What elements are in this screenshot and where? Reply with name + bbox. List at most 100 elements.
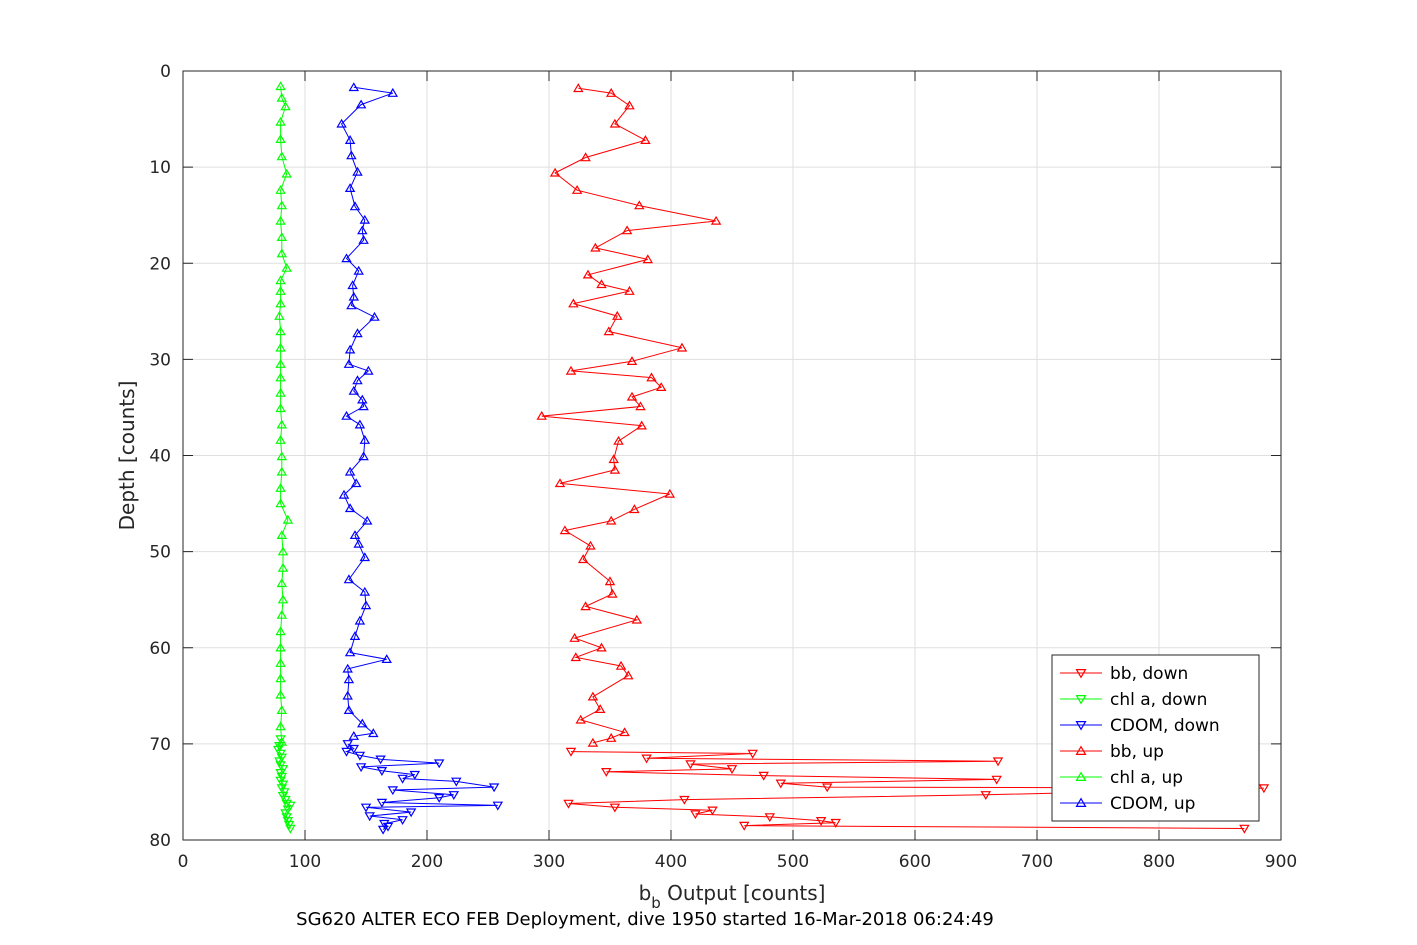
data-point-marker (635, 401, 646, 411)
x-axis-label-suffix: Output [counts] (661, 881, 826, 905)
data-point-marker (358, 451, 369, 461)
data-point-marker (344, 466, 356, 476)
data-point-marker (608, 454, 619, 464)
data-point-marker (348, 731, 360, 740)
data-point-marker (536, 410, 547, 420)
data-point-marker (980, 791, 992, 800)
data-point-marker (344, 183, 356, 192)
data-point-marker (352, 166, 363, 176)
data-point-marker (634, 200, 645, 210)
series-cdom-down (341, 740, 504, 835)
data-point-marker (276, 466, 288, 476)
legend-label: CDOM, down (1110, 716, 1220, 736)
data-point-marker (710, 215, 722, 225)
data-point-marker (1075, 771, 1087, 782)
data-point-marker (615, 660, 627, 670)
data-point-marker (629, 504, 640, 514)
data-point-marker (565, 747, 577, 757)
legend-item: CDOM, down (1060, 716, 1220, 736)
x-axis-ticks: 0 100 200 300 400 500 600 700 800 900 (178, 71, 1297, 872)
data-point-marker (357, 394, 368, 404)
data-point-marker (568, 298, 579, 308)
y-tick-label: 0 (160, 62, 171, 82)
data-point-marker (640, 135, 651, 144)
data-point-marker (342, 740, 353, 750)
data-point-marker (275, 689, 286, 699)
data-point-marker (348, 82, 360, 92)
data-point-marker (376, 798, 388, 808)
data-point-marker (275, 275, 286, 285)
legend-label: chl a, up (1110, 768, 1183, 788)
data-point-marker (379, 819, 390, 829)
data-point-marker (605, 732, 617, 742)
series-bb-down (563, 747, 1270, 834)
data-point-marker (587, 737, 599, 747)
data-point-marker (336, 118, 347, 128)
data-point-marker (559, 525, 571, 535)
data-point-marker (276, 530, 288, 540)
data-point-marker (571, 185, 583, 194)
data-point-marker (624, 285, 635, 295)
data-point-marker (341, 747, 352, 757)
data-point-marker (609, 118, 621, 128)
data-point-marker (342, 663, 353, 673)
data-point-marker (738, 821, 750, 831)
data-point-marker (363, 365, 374, 375)
data-point-marker (359, 214, 371, 224)
legend-item: CDOM, up (1060, 794, 1195, 814)
data-point-marker (275, 215, 286, 225)
data-point-marker (349, 201, 361, 211)
legend-label: bb, up (1110, 742, 1164, 762)
series-line (340, 86, 393, 737)
data-point-marker (642, 254, 654, 264)
series-line (568, 751, 1264, 829)
data-point-marker (604, 576, 616, 586)
x-tick-label: 400 (655, 852, 687, 872)
data-point-marker (707, 806, 718, 816)
legend-item: chl a, down (1060, 690, 1207, 710)
data-point-marker (764, 813, 776, 823)
data-point-marker (605, 515, 617, 525)
data-point-marker (747, 749, 758, 759)
data-point-marker (603, 326, 615, 336)
data-point-marker (605, 87, 617, 97)
data-point-marker (594, 704, 606, 714)
data-point-marker (382, 822, 394, 832)
data-point-marker (353, 538, 364, 548)
y-axis-ticks: 0 10 20 30 40 50 60 70 80 (149, 62, 1281, 851)
data-point-marker (609, 803, 621, 813)
series-line (541, 87, 717, 744)
x-tick-label: 300 (533, 852, 565, 872)
data-point-marker (376, 766, 388, 776)
data-point-marker (992, 757, 1004, 767)
data-point-marker (368, 728, 379, 738)
y-tick-label: 50 (149, 543, 171, 563)
data-point-marker (275, 185, 286, 194)
data-point-marker (276, 151, 288, 161)
data-point-marker (565, 365, 577, 375)
x-tick-label: 500 (777, 852, 809, 872)
legend-label: CDOM, up (1110, 794, 1195, 814)
data-point-marker (387, 87, 399, 97)
x-axis-label-subscript: b (651, 894, 661, 912)
data-point-marker (609, 464, 621, 474)
data-point-marker (451, 777, 462, 787)
data-point-marker (350, 478, 362, 488)
data-point-marker (275, 81, 286, 91)
data-point-marker (590, 242, 601, 252)
data-point-marker (357, 718, 368, 728)
data-point-marker (361, 515, 373, 525)
data-point-marker (409, 770, 421, 780)
data-point-marker (585, 540, 596, 550)
series-bb-up (536, 83, 722, 747)
data-point-marker (275, 721, 286, 731)
data-point-marker (577, 554, 589, 564)
chart-caption: SG620 ALTER ECO FEB Deployment, dive 195… (296, 909, 994, 930)
series-line (344, 743, 498, 830)
data-point-marker (619, 727, 630, 737)
data-point-marker (285, 824, 296, 834)
data-point-marker (282, 514, 294, 524)
data-point-marker (582, 269, 594, 279)
data-point-marker (655, 382, 667, 391)
